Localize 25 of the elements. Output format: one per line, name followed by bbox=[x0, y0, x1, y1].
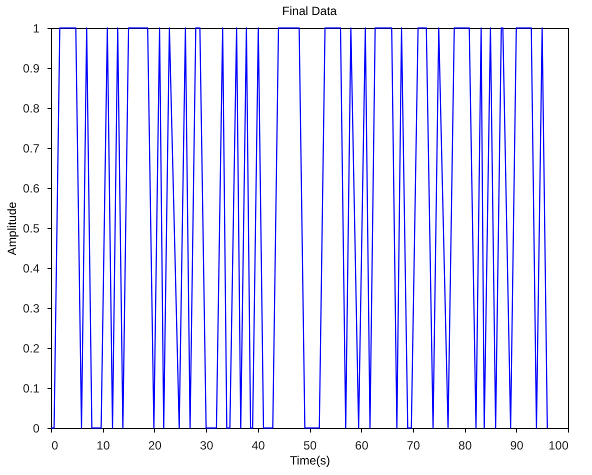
y-tick-label: 0.9 bbox=[22, 62, 40, 76]
x-tick-label: 100 bbox=[548, 438, 569, 452]
y-axis-title: Amplitude bbox=[4, 202, 19, 256]
x-axis-title: Time(s) bbox=[290, 454, 330, 468]
x-tick-label: 0 bbox=[52, 438, 58, 452]
y-tick-label: 0.3 bbox=[22, 302, 40, 316]
x-tick-label: 30 bbox=[200, 438, 214, 452]
y-tick-label: 0 bbox=[32, 422, 40, 436]
x-tick-label: 50 bbox=[303, 438, 317, 452]
y-tick-label: 0.6 bbox=[22, 182, 40, 196]
y-tick-label: 1 bbox=[32, 22, 40, 36]
y-tick-label: 0.4 bbox=[22, 262, 40, 276]
y-tick-label: 0.7 bbox=[22, 142, 40, 156]
x-tick-label: 60 bbox=[355, 438, 369, 452]
x-tick-label: 40 bbox=[252, 438, 266, 452]
y-tick-label: 0.1 bbox=[22, 382, 40, 396]
x-tick-label: 20 bbox=[148, 438, 162, 452]
x-tick-label: 80 bbox=[458, 438, 472, 452]
x-tick-label: 70 bbox=[406, 438, 420, 452]
x-tick-label: 10 bbox=[96, 438, 110, 452]
y-tick-label: 0.2 bbox=[22, 342, 40, 356]
y-tick-label: 0.5 bbox=[22, 222, 40, 236]
x-tick-label: 90 bbox=[510, 438, 524, 452]
chart-title: Final Data bbox=[282, 4, 338, 18]
y-tick-label: 0.8 bbox=[22, 102, 40, 116]
